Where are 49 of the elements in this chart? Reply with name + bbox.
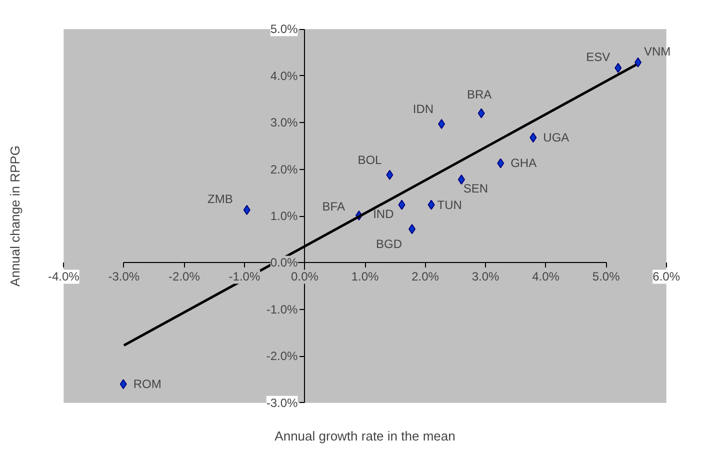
y-tick-label: -1.0% bbox=[266, 302, 298, 316]
y-tick-label: 5.0% bbox=[270, 22, 298, 36]
point bbox=[428, 200, 435, 210]
annotation: UGA bbox=[543, 130, 570, 145]
x-tick-label: 4.0% bbox=[532, 270, 560, 284]
annotation: IDN bbox=[412, 102, 434, 116]
annotation: GHA bbox=[510, 156, 537, 170]
point bbox=[478, 108, 485, 118]
point bbox=[438, 118, 446, 129]
point bbox=[458, 174, 465, 185]
y-tick-label: 0.0% bbox=[270, 256, 298, 270]
x-tick-label: 5.0% bbox=[592, 270, 620, 284]
y-tick-label: -3.0% bbox=[266, 396, 298, 410]
x-axis-title: Annual growth rate in the mean bbox=[274, 428, 456, 444]
annotation: VNM bbox=[644, 44, 671, 58]
annotation: BOL bbox=[358, 152, 382, 167]
annotation: SEN bbox=[463, 182, 488, 196]
x-tick-label: -4.0% bbox=[48, 270, 80, 284]
y-tick-label: 4.0% bbox=[270, 68, 298, 83]
y-tick-label: 3.0% bbox=[270, 116, 298, 130]
point bbox=[530, 132, 537, 143]
point bbox=[120, 379, 127, 390]
x-tick-label: 0.0% bbox=[291, 270, 319, 284]
point bbox=[497, 158, 504, 168]
y-tick-label: 2.0% bbox=[270, 162, 298, 176]
annotation: ESV bbox=[586, 50, 610, 64]
x-tick-label: 2.0% bbox=[412, 270, 440, 284]
point bbox=[243, 204, 250, 215]
x-tick-label: -1.0% bbox=[228, 270, 260, 284]
point bbox=[408, 224, 416, 234]
point bbox=[398, 200, 406, 210]
x-tick-label: 1.0% bbox=[351, 270, 380, 284]
y-tick-label: 1.0% bbox=[270, 209, 298, 223]
annotation: ROM bbox=[133, 377, 162, 392]
annotation: IND bbox=[373, 206, 394, 221]
annotation: BRA bbox=[466, 87, 492, 102]
x-tick-label: -2.0% bbox=[168, 270, 200, 284]
annotation: BFA bbox=[322, 200, 345, 214]
point bbox=[386, 170, 394, 180]
point bbox=[614, 62, 622, 73]
x-tick-label: 3.0% bbox=[472, 270, 500, 284]
x-tick-label: -3.0% bbox=[108, 270, 140, 284]
point bbox=[634, 57, 642, 68]
y-axis-title: Annual change in RPPG bbox=[8, 146, 22, 286]
y-tick-label: -2.0% bbox=[266, 349, 298, 364]
x-tick-label: 6.0% bbox=[652, 270, 680, 284]
annotation: ZMB bbox=[208, 192, 233, 206]
annotation: BGD bbox=[376, 237, 402, 252]
annotation: TUN bbox=[437, 198, 462, 212]
